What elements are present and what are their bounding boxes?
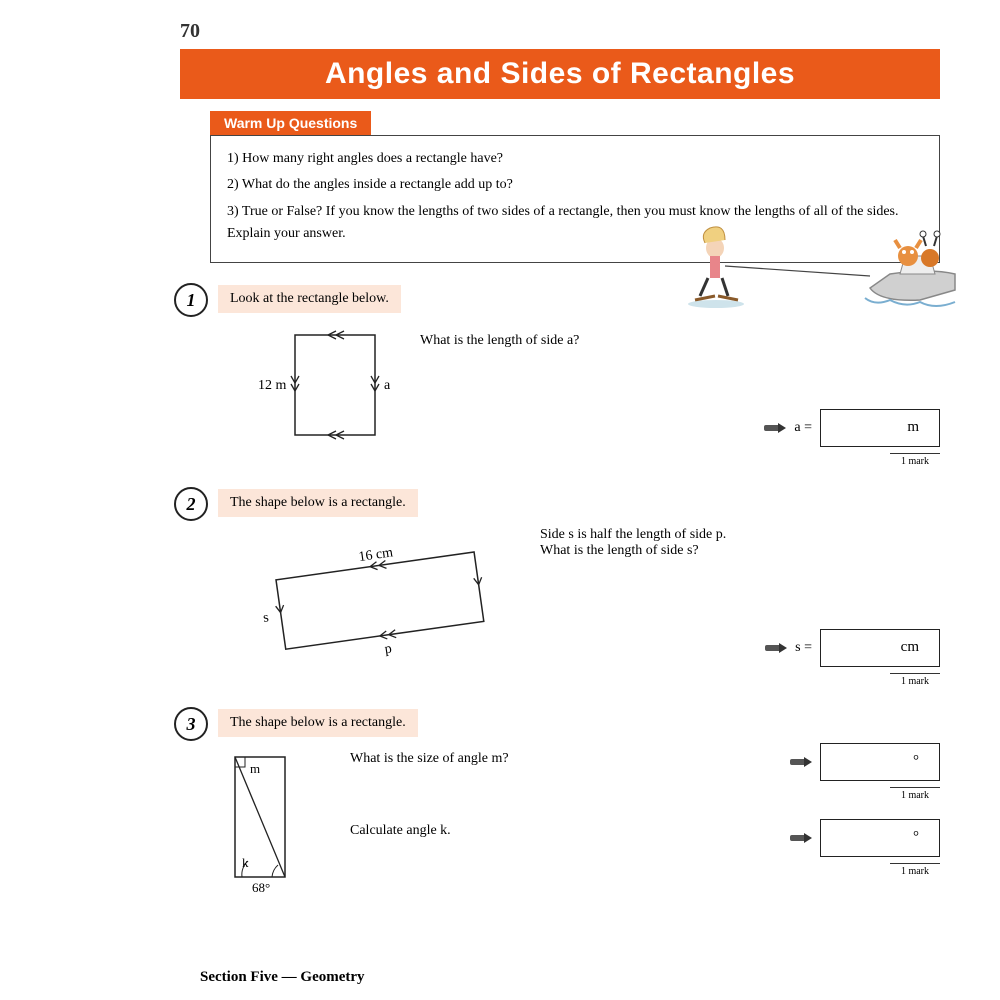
question-3: 3 The shape below is a rectangle. m k 68… (180, 709, 940, 902)
q2-p: p (384, 641, 393, 657)
page-number: 70 (180, 20, 940, 43)
pencil-icon (790, 757, 812, 767)
q2-prompt-1: Side s is half the length of side p. (540, 527, 940, 543)
pencil-icon (790, 833, 812, 843)
q2-number: 2 (174, 487, 208, 521)
q1-prompt: What is the length of side a? (420, 333, 940, 349)
q3-instruction: The shape below is a rectangle. (218, 709, 418, 737)
warmup-q1: 1) How many right angles does a rectangl… (227, 148, 923, 170)
pencil-icon (764, 423, 786, 433)
q3-answer-box-k[interactable]: ° (820, 819, 940, 857)
q2-prompt-2: What is the length of side s? (540, 543, 940, 559)
q2-answer-label: s = (795, 640, 812, 656)
q1-instruction: Look at the rectangle below. (218, 285, 401, 313)
q2-instruction: The shape below is a rectangle. (218, 489, 418, 517)
q1-answer-label: a = (794, 420, 812, 436)
warmup-q2: 2) What do the angles inside a rectangle… (227, 174, 923, 196)
q1-marks: 1 mark (890, 453, 940, 467)
q3-prompt-b: Calculate angle k. (350, 823, 550, 839)
section-footer: Section Five — Geometry (200, 969, 365, 986)
q2-s: s (262, 610, 269, 626)
q2-answer-box[interactable]: cm (820, 629, 940, 667)
q3-diagram: m k 68° (210, 747, 330, 902)
q3-marks-a: 1 mark (890, 787, 940, 801)
q3-m: m (250, 761, 260, 776)
question-2: 2 The shape below is a rectangle. 16 cm … (180, 489, 940, 687)
q1-number: 1 (174, 283, 208, 317)
q3-68: 68° (252, 880, 270, 895)
q1-side-a: a (384, 378, 391, 393)
q1-answer-box[interactable]: m (820, 409, 940, 447)
q1-side-12m: 12 m (258, 378, 287, 393)
q2-diagram: 16 cm s p (220, 527, 520, 687)
pencil-icon (765, 643, 787, 653)
question-1: 1 Look at the rectangle below. 12 m a Wh… (180, 285, 940, 467)
q3-marks-b: 1 mark (890, 863, 940, 877)
chapter-title: Angles and Sides of Rectangles (180, 49, 940, 99)
q3-prompt-a: What is the size of angle m? (350, 751, 550, 767)
q1-diagram: 12 m a (240, 323, 420, 467)
q3-k: k (242, 855, 249, 870)
warmup-tab: Warm Up Questions (210, 111, 371, 135)
q2-marks: 1 mark (890, 673, 940, 687)
q3-answer-box-m[interactable]: ° (820, 743, 940, 781)
q3-number: 3 (174, 707, 208, 741)
